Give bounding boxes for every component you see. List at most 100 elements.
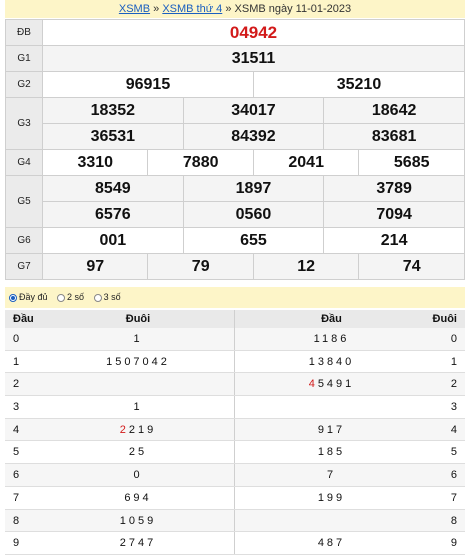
prize-label-db: ĐB	[5, 19, 43, 46]
prize-g5-value: 6576	[42, 201, 184, 228]
header-duoi-right: Đuôi	[432, 313, 457, 325]
loto-dau: 7	[13, 491, 20, 504]
loto-duoi: 2747	[119, 537, 157, 550]
loto-dau-right: 7	[234, 464, 428, 486]
breadcrumb-link-xsmb-thu-4[interactable]: XSMB thứ 4	[162, 3, 223, 15]
loto-dau-right	[234, 509, 428, 532]
loto-dau: 6	[13, 469, 20, 482]
radio-icon[interactable]	[57, 293, 66, 302]
loto-dau: 5	[13, 446, 20, 459]
prize-g3-value: 18642	[323, 97, 465, 124]
loto-dau: 0	[13, 333, 20, 345]
loto-dau-right: 45491	[234, 373, 428, 396]
loto-row: 6 0 7 6	[5, 464, 465, 487]
loto-duoi-right: 8	[450, 514, 457, 527]
loto-duoi: 0	[133, 469, 143, 482]
prize-g3-value: 84392	[182, 123, 325, 150]
loto-row: 4 2219 917 4	[5, 418, 465, 442]
breadcrumb-link-xsmb[interactable]: XSMB	[118, 3, 151, 15]
loto-duoi-right: 1	[450, 355, 457, 368]
prize-g2-value: 35210	[252, 71, 466, 98]
prize-label-g3: G3	[5, 97, 43, 150]
radio-icon[interactable]	[93, 293, 102, 302]
loto-duoi: 1507042	[106, 355, 170, 368]
filter-option-full[interactable]: Đầy đủ	[9, 287, 48, 308]
loto-duoi-right: 0	[450, 333, 457, 345]
prize-g6-value: 214	[323, 227, 465, 254]
loto-dau-right: 917	[234, 418, 428, 441]
loto-duoi-right: 3	[450, 401, 457, 414]
loto-dau: 4	[13, 423, 20, 436]
loto-dau: 8	[13, 514, 20, 527]
loto-row: 3 1 3	[5, 396, 465, 419]
loto-table: Đầu Đuôi Đầu Đuôi 0 1 1186 0 1 1507042 13840 1 2…	[5, 310, 465, 555]
loto-dau-right: 1186	[234, 328, 428, 350]
breadcrumb-separator: »	[225, 3, 232, 15]
prize-g4-value: 5685	[358, 149, 465, 176]
loto-duoi-right: 6	[450, 469, 457, 482]
loto-dau-right: 13840	[234, 350, 428, 373]
prize-g7-value: 12	[252, 253, 360, 280]
header-duoi: Đuôi	[125, 313, 151, 325]
loto-dau-right: 185	[234, 441, 428, 464]
prize-db-value: 04942	[42, 19, 465, 46]
filter-option-3-digits[interactable]: 3 số	[93, 287, 121, 308]
prize-g2-value: 96915	[42, 71, 254, 98]
prize-g6-value: 655	[182, 227, 325, 254]
prize-g5-value: 0560	[182, 201, 325, 228]
prize-g7-value: 79	[147, 253, 254, 280]
prize-label-g5: G5	[5, 175, 43, 228]
results-table: ĐB 04942 G1 31511 G2 96915 35210 G3 1835…	[5, 19, 466, 280]
loto-header: Đầu Đuôi Đầu Đuôi	[5, 310, 465, 328]
loto-dau: 2	[13, 378, 20, 391]
loto-duoi-right: 5	[450, 446, 457, 459]
loto-dau-right: 199	[234, 486, 428, 509]
prize-g3-value: 36531	[42, 123, 184, 150]
loto-row: 9 2747 487 9	[5, 532, 465, 555]
filter-option-2-digits[interactable]: 2 số	[57, 287, 84, 308]
loto-row: 5 25 185 5	[5, 441, 465, 465]
prize-g1-value: 31511	[42, 45, 465, 72]
prize-g7-value: 74	[358, 253, 465, 280]
header-dau: Đầu	[13, 313, 34, 325]
loto-duoi-right: 2	[450, 378, 457, 391]
prize-g4-value: 7880	[147, 149, 254, 176]
loto-duoi-right: 4	[450, 423, 457, 436]
loto-dau-right: 487	[234, 532, 428, 554]
breadcrumb-separator: »	[153, 3, 160, 15]
loto-row: 0 1 1186 0	[5, 328, 465, 351]
loto-duoi: 694	[124, 491, 152, 504]
loto-row: 8 1059 8	[5, 509, 465, 533]
prize-g3-value: 34017	[182, 97, 325, 124]
breadcrumb: XSMB » XSMB thứ 4 » XSMB ngày 11-01-2023	[5, 0, 465, 18]
loto-dau: 3	[13, 401, 20, 414]
breadcrumb-current: XSMB ngày 11-01-2023	[234, 3, 352, 15]
prize-label-g6: G6	[5, 227, 43, 254]
prize-g3-value: 18352	[42, 97, 184, 124]
prize-g5-value: 7094	[323, 201, 465, 228]
loto-duoi-right: 9	[450, 537, 457, 550]
prize-label-g1: G1	[5, 45, 43, 72]
prize-g5-value: 8549	[42, 175, 184, 202]
loto-duoi: 1	[133, 333, 143, 345]
radio-selected-icon[interactable]	[9, 293, 17, 302]
prize-label-g4: G4	[5, 149, 43, 176]
loto-duoi: 25	[128, 446, 148, 459]
prize-g6-value: 001	[42, 227, 184, 254]
prize-g5-value: 3789	[323, 175, 465, 202]
prize-g5-value: 1897	[182, 175, 325, 202]
loto-duoi: 1	[133, 401, 143, 414]
loto-duoi: 1059	[119, 514, 157, 527]
prize-g4-value: 3310	[41, 149, 149, 176]
header-dau-right: Đầu	[234, 310, 428, 328]
loto-row: 2 45491 2	[5, 373, 465, 397]
loto-dau: 9	[13, 537, 20, 550]
loto-duoi	[42, 373, 234, 395]
loto-duoi: 2219	[119, 423, 157, 436]
display-filter: Đầy đủ 2 số 3 số	[5, 287, 465, 308]
prize-label-g7: G7	[5, 253, 43, 280]
loto-dau-right	[234, 396, 428, 418]
prize-g7-value: 97	[41, 253, 149, 280]
prize-label-g2: G2	[5, 71, 43, 98]
loto-row: 1 1507042 13840 1	[5, 350, 465, 374]
